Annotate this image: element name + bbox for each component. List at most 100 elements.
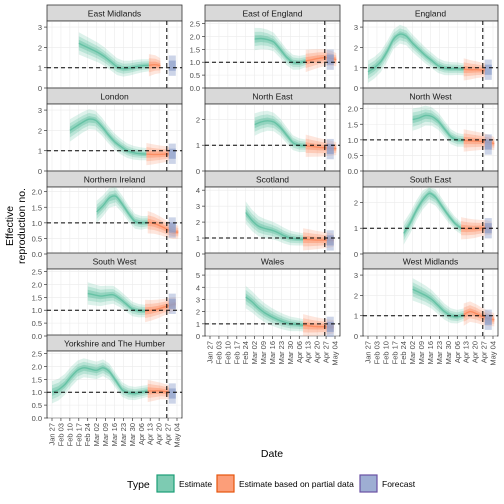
y-tick-label: 4 xyxy=(196,186,200,195)
estimate-line xyxy=(87,292,146,312)
x-tick-label: Apr 20 xyxy=(471,341,480,363)
forecast-inner-band xyxy=(326,321,334,332)
forecast-inner-band xyxy=(484,314,492,325)
y-tick-label: 2 xyxy=(196,115,200,124)
facet-title: London xyxy=(100,92,129,102)
legend-label: Forecast xyxy=(382,479,416,489)
x-tick-label: Feb 03 xyxy=(56,423,65,446)
y-tick-label: 0.0 xyxy=(348,167,358,176)
facet-title: Scotland xyxy=(256,175,289,185)
forecast-inner-band xyxy=(168,298,176,309)
partial-estimate-line xyxy=(148,63,161,67)
estimate-band xyxy=(412,285,464,319)
x-tick-label: Apr 06 xyxy=(453,341,462,363)
legend-key-0 xyxy=(156,474,175,493)
x-tick-label: Apr 06 xyxy=(295,341,304,363)
estimate-line xyxy=(69,118,147,155)
estimate-band xyxy=(412,109,464,145)
y-tick-label: 5 xyxy=(196,271,200,280)
legend-label: Estimate xyxy=(179,479,212,489)
estimate-line xyxy=(245,212,304,240)
partial-estimate-band xyxy=(303,318,334,333)
y-tick-label: 0.0 xyxy=(32,250,42,259)
y-tick-label: 1.5 xyxy=(32,293,42,302)
y-tick-label: 0 xyxy=(354,250,358,259)
x-tick-label: Apr 27 xyxy=(164,423,173,445)
x-tick-label: Mar 23 xyxy=(435,341,444,364)
y-tick-label: 1.5 xyxy=(32,375,42,384)
x-tick-label: Mar 30 xyxy=(286,341,295,364)
estimate-band xyxy=(96,193,148,226)
forecast-inner-band xyxy=(484,223,492,234)
x-tick-label: Apr 13 xyxy=(304,341,313,363)
y-tick-label: 2.0 xyxy=(32,362,42,371)
y-tick-label: 0.5 xyxy=(32,319,42,328)
x-tick-label: Feb 17 xyxy=(74,423,83,446)
y-tick-label: 4 xyxy=(196,283,200,292)
y-tick-label: 2.0 xyxy=(32,188,42,197)
y-tick-label: 1.5 xyxy=(190,45,200,54)
x-tick-label: May 04 xyxy=(489,341,498,366)
x-tick-label: Jan 27 xyxy=(206,341,215,364)
y-tick-label: 2 xyxy=(354,198,358,207)
x-tick-label: Jan 27 xyxy=(48,423,57,446)
x-tick-label: Mar 30 xyxy=(128,423,137,446)
facet-title: Wales xyxy=(261,257,284,267)
estimate-band xyxy=(52,358,148,404)
y-tick-label: 1 xyxy=(196,320,200,329)
x-tick-label: Feb 24 xyxy=(83,423,92,446)
y-tick-label: 2.0 xyxy=(32,280,42,289)
x-tick-label: Apr 06 xyxy=(137,423,146,445)
estimate-line xyxy=(78,42,149,70)
x-tick-label: Feb 10 xyxy=(381,341,390,364)
y-tick-label: 3 xyxy=(38,106,42,115)
y-tick-label: 2.0 xyxy=(348,105,358,114)
x-tick-label: Apr 27 xyxy=(322,341,331,363)
estimate-band xyxy=(412,278,464,324)
y-tick-label: 1.5 xyxy=(32,203,42,212)
y-tick-label: 0.5 xyxy=(348,151,358,160)
estimate-band xyxy=(245,285,304,332)
y-tick-label: 0.5 xyxy=(190,71,200,80)
forecast-inner-band xyxy=(168,148,176,159)
estimate-band xyxy=(245,205,304,244)
y-tick-label: 3 xyxy=(354,271,358,280)
legend-label: Estimate based on partial data xyxy=(239,479,354,489)
facet-title: England xyxy=(415,9,446,19)
x-tick-label: Mar 16 xyxy=(426,341,435,364)
y-axis-title: Effectivereproduction no. xyxy=(4,188,28,264)
y-tick-label: 1.0 xyxy=(32,388,42,397)
y-tick-label: 1 xyxy=(354,312,358,321)
y-tick-label: 1 xyxy=(38,64,42,73)
forecast-inner-band xyxy=(168,222,176,233)
partial-estimate-line xyxy=(146,153,170,156)
y-tick-label: 3 xyxy=(354,23,358,32)
x-tick-label: Mar 09 xyxy=(101,423,110,446)
y-tick-label: 1.5 xyxy=(348,120,358,129)
estimate-band xyxy=(245,289,304,330)
estimate-band xyxy=(254,117,306,148)
x-tick-label: Feb 10 xyxy=(223,341,232,364)
y-tick-label: 0 xyxy=(38,84,42,93)
forecast-inner-band xyxy=(168,60,176,71)
facet-title: North West xyxy=(409,92,452,102)
y-tick-label: 2 xyxy=(38,126,42,135)
x-tick-label: Apr 20 xyxy=(155,423,164,445)
forecast-inner-band xyxy=(326,144,334,155)
x-tick-label: Apr 20 xyxy=(313,341,322,363)
facet-title: East Midlands xyxy=(88,9,141,19)
x-tick-label: Feb 24 xyxy=(241,341,250,364)
y-tick-label: 0.5 xyxy=(32,401,42,410)
facet-title: Yorkshire and The Humber xyxy=(64,339,165,349)
estimate-line xyxy=(245,296,304,326)
x-tick-label: Feb 10 xyxy=(65,423,74,446)
y-tick-label: 0 xyxy=(38,167,42,176)
estimate-line xyxy=(412,288,464,318)
estimate-band xyxy=(403,187,462,245)
y-tick-label: 0.0 xyxy=(190,84,200,93)
facet-title: West Midlands xyxy=(403,257,459,267)
forecast-inner-band xyxy=(326,54,334,65)
y-tick-label: 1 xyxy=(196,234,200,243)
y-tick-label: 0.0 xyxy=(32,414,42,423)
